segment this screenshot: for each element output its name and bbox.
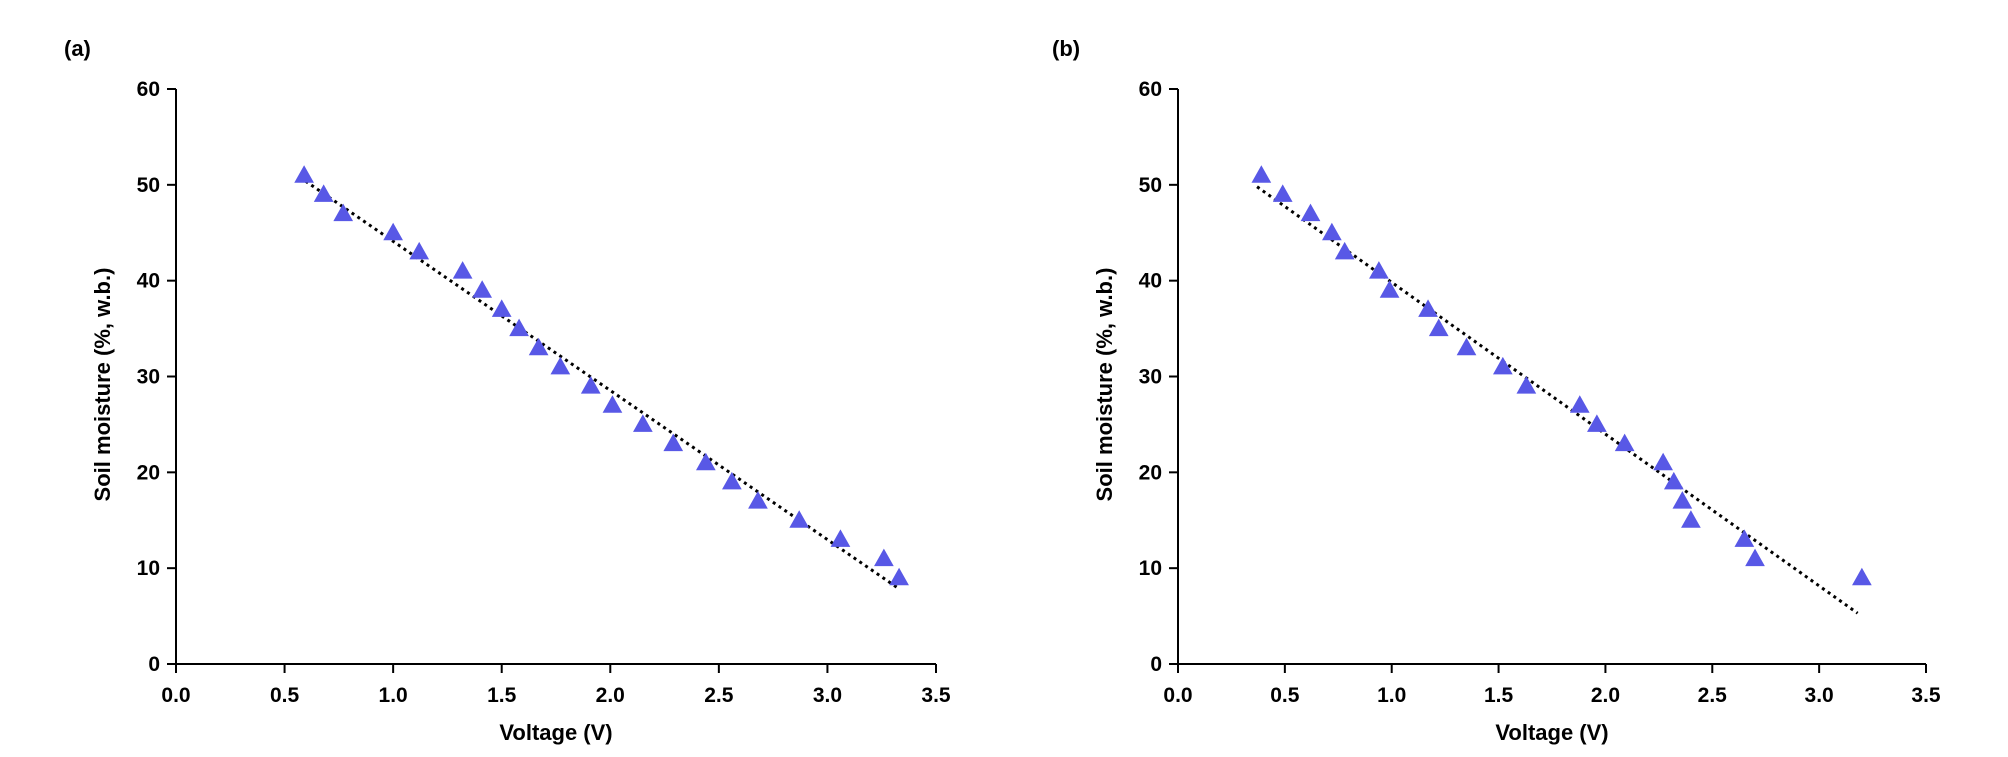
y-tick-label: 50 xyxy=(1139,174,1162,197)
data-point-triangle xyxy=(383,222,403,241)
y-tick-label: 60 xyxy=(1139,78,1162,101)
x-axis-title: Voltage (V) xyxy=(499,720,612,745)
y-tick-label: 40 xyxy=(137,270,160,293)
x-tick-label: 0.5 xyxy=(1270,684,1300,707)
data-point-triangle xyxy=(889,567,909,586)
y-axis-title: Soil moisture (%, w.b.) xyxy=(1092,268,1117,502)
x-tick-label: 3.0 xyxy=(813,684,842,707)
data-point-triangle xyxy=(333,203,354,222)
x-tick-label: 2.0 xyxy=(1591,684,1620,707)
data-point-triangle xyxy=(1614,433,1635,452)
data-point-triangle xyxy=(1681,510,1701,528)
data-point-triangle xyxy=(550,356,571,375)
data-point-triangle xyxy=(1653,452,1673,471)
data-point-triangle xyxy=(695,452,716,471)
data-point-triangle xyxy=(1456,337,1477,356)
data-point-triangle xyxy=(663,433,684,452)
chart-panel-a: 0 10 20 30 40 50 60 0.0 0.5 1.0 1.5 2.0 2.5 3.0 3.5 Vol… xyxy=(64,36,951,745)
x-tick-label: 1.5 xyxy=(487,684,517,707)
data-point-triangle xyxy=(1663,471,1684,490)
data-point-triangle xyxy=(1516,376,1537,394)
x-tick-label: 0.0 xyxy=(161,684,190,707)
data-point-triangle xyxy=(1272,184,1293,202)
data-point-triangle xyxy=(313,184,334,202)
data-point-triangle xyxy=(1300,203,1321,222)
data-point-triangle xyxy=(472,280,493,298)
y-tick-label: 0 xyxy=(1150,653,1162,676)
data-point-triangle xyxy=(491,299,512,317)
data-point-triangle xyxy=(452,261,473,279)
x-tick-label: 0.5 xyxy=(270,684,300,707)
x-tick-label: 1.0 xyxy=(1377,684,1406,707)
data-point-triangle xyxy=(294,165,314,183)
data-point-triangle xyxy=(1492,356,1513,375)
data-point-triangle xyxy=(1428,318,1449,337)
data-point-triangle xyxy=(1369,261,1389,279)
y-tick-label: 10 xyxy=(1139,557,1162,580)
y-tick-label: 10 xyxy=(137,557,160,580)
panel-label: (a) xyxy=(64,36,91,61)
y-tick-label: 60 xyxy=(137,78,160,101)
x-tick-label: 0.0 xyxy=(1163,684,1192,707)
data-point-triangle xyxy=(1334,241,1355,260)
data-point-triangle xyxy=(409,241,430,260)
data-point-triangle xyxy=(602,395,623,413)
data-point-triangle xyxy=(1745,548,1765,567)
data-point-triangle xyxy=(789,510,810,528)
y-tick-label: 40 xyxy=(1139,270,1162,293)
data-point-triangle xyxy=(830,529,851,547)
x-tick-label: 1.5 xyxy=(1484,684,1514,707)
data-point-triangle xyxy=(1587,414,1607,432)
data-point-triangle xyxy=(1569,395,1590,413)
x-axis-title: Voltage (V) xyxy=(1495,720,1608,745)
data-point-triangle xyxy=(633,414,653,432)
data-point-triangle xyxy=(1251,165,1272,183)
data-point-triangle xyxy=(1379,280,1400,298)
y-tick-label: 20 xyxy=(1139,461,1162,484)
y-tick-label: 0 xyxy=(148,653,160,676)
y-tick-label: 50 xyxy=(137,174,160,197)
data-point-triangle xyxy=(1322,222,1342,241)
y-axis-title: Soil moisture (%, w.b.) xyxy=(90,268,115,502)
data-point-triangle xyxy=(722,471,742,490)
chart-panel-b: 0 10 20 30 40 50 60 0.0 0.5 1.0 1.5 2.0 2.5 3.0 3.5 Vol… xyxy=(1052,36,1941,745)
x-tick-label: 3.0 xyxy=(1805,684,1834,707)
x-tick-label: 1.0 xyxy=(379,684,408,707)
x-tick-label: 2.0 xyxy=(596,684,625,707)
data-point-triangle xyxy=(1418,299,1438,317)
y-tick-label: 30 xyxy=(137,366,160,389)
x-tick-label: 2.5 xyxy=(1698,684,1728,707)
x-tick-label: 2.5 xyxy=(704,684,734,707)
data-point-triangle xyxy=(1672,491,1693,509)
y-tick-label: 30 xyxy=(1139,366,1162,389)
data-point-triangle xyxy=(874,548,894,567)
data-point-triangle xyxy=(580,376,601,394)
data-point-triangle xyxy=(1852,567,1872,586)
y-tick-label: 20 xyxy=(137,461,160,484)
data-point-triangle xyxy=(1734,529,1755,547)
panel-label: (b) xyxy=(1052,36,1080,61)
data-point-triangle xyxy=(528,337,549,356)
data-point-triangle xyxy=(509,318,529,337)
data-point-triangle xyxy=(748,491,768,509)
x-tick-label: 3.5 xyxy=(1911,684,1941,707)
x-tick-label: 3.5 xyxy=(921,684,951,707)
